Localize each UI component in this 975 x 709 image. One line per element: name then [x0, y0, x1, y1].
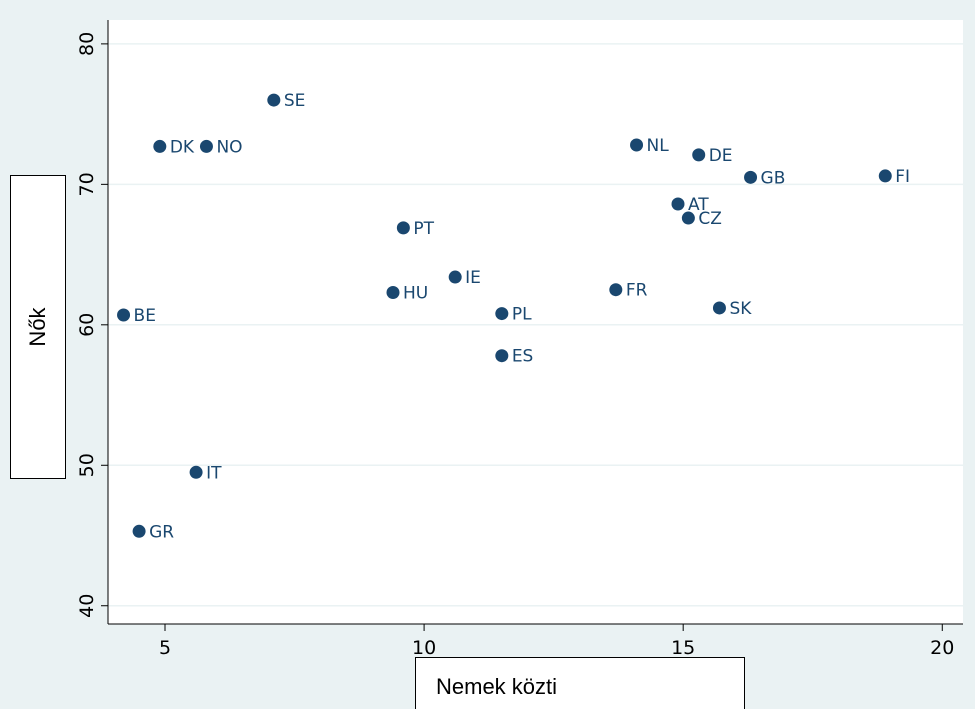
scatter-point-gb [744, 170, 758, 184]
point-label-at: AT [688, 195, 709, 215]
x-axis-title: Nemek közti [436, 674, 558, 699]
x-axis-title-box: Nemek közti [415, 657, 745, 709]
scatter-point-cz [681, 211, 695, 225]
scatter-point-no [199, 139, 213, 153]
scatter-point-pt [396, 221, 410, 235]
scatter-point-it [189, 465, 203, 479]
x-tick-label: 10 [412, 637, 436, 659]
scatter-point-fr [609, 283, 623, 297]
scatter-point-gr [132, 524, 146, 538]
point-label-be: BE [134, 306, 156, 326]
point-label-fr: FR [626, 281, 648, 301]
y-tick-label: 60 [76, 313, 98, 337]
scatter-point-dk [153, 139, 167, 153]
plot-area [108, 20, 963, 624]
scatter-point-pl [495, 307, 509, 321]
x-tick-label: 20 [930, 637, 954, 659]
scatter-point-de [692, 148, 706, 162]
point-label-ie: IE [465, 268, 481, 288]
y-tick-label: 80 [76, 32, 98, 56]
x-tick-label: 5 [159, 637, 171, 659]
point-label-dk: DK [170, 137, 195, 157]
point-label-pl: PL [512, 305, 532, 325]
y-tick-label: 40 [76, 594, 98, 618]
gridlines [108, 43, 963, 607]
axes: 5 10 15 20 40 50 60 70 80 [76, 20, 963, 659]
point-label-sk: SK [729, 299, 752, 319]
point-label-gr: GR [149, 522, 174, 542]
scatter-point-at [671, 197, 685, 211]
scatter-point-ie [448, 270, 462, 284]
point-label-pt: PT [413, 219, 434, 239]
y-tick-label: 70 [76, 172, 98, 196]
x-tick-label: 15 [671, 637, 695, 659]
point-label-de: DE [709, 146, 733, 166]
scatter-point-hu [386, 286, 400, 300]
scatter-point-be [117, 308, 131, 322]
scatter-point-fi [878, 169, 892, 183]
scatter-point-es [495, 349, 509, 363]
point-label-es: ES [512, 347, 534, 367]
y-axis-title-box: Nők [10, 175, 66, 479]
point-label-nl: NL [647, 136, 670, 156]
point-label-fi: FI [895, 167, 910, 187]
point-label-no: NO [216, 137, 242, 157]
point-label-se: SE [284, 91, 306, 111]
point-label-gb: GB [761, 168, 786, 188]
scatter-point-sk [712, 301, 726, 315]
point-label-hu: HU [403, 284, 428, 304]
point-label-cz: CZ [698, 209, 722, 229]
scatter-point-nl [630, 138, 644, 152]
y-tick-label: 50 [76, 453, 98, 477]
y-axis-title: Nők [25, 307, 50, 347]
scatter-point-se [267, 93, 281, 107]
point-label-it: IT [206, 463, 222, 483]
